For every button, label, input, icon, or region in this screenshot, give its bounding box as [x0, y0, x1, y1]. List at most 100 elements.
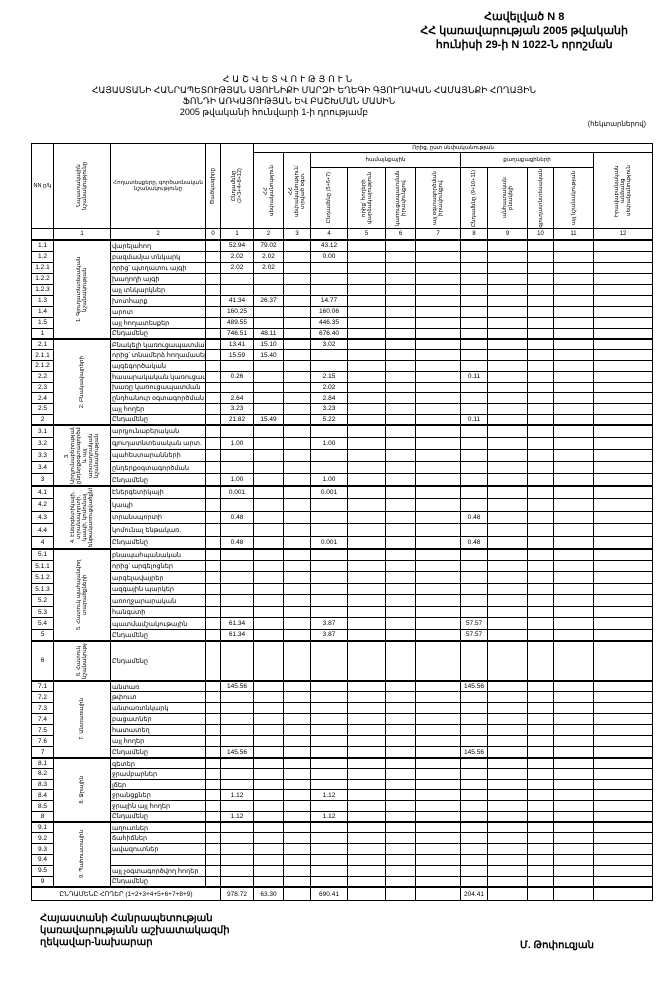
- row-number: 1.2.3: [31, 283, 54, 296]
- value-cell: [527, 510, 554, 525]
- value-cell: 0.48: [460, 510, 488, 525]
- table-row: 2.2 հասարակական կառուցապատման 0.26 2.15 0.11: [31, 370, 654, 383]
- value-cell: [553, 239, 594, 252]
- value-cell: [283, 510, 311, 525]
- code-cell: [205, 639, 221, 682]
- table-row: 5.1 5. Հատուկ պահպանվող տարածքների բնապահպ…: [31, 547, 654, 642]
- value-cell: 0.001: [220, 484, 254, 500]
- row-number: 1.2: [31, 250, 54, 263]
- row-name: տրանսպորտի: [110, 510, 206, 525]
- row-name: Ընդամենը: [110, 327, 206, 340]
- value-cell: [385, 484, 416, 500]
- value-cell: [553, 594, 594, 607]
- table-row: 7.5 հատատեղ: [31, 724, 654, 737]
- value-cell: 0.48: [460, 535, 488, 550]
- value-cell: [283, 327, 311, 340]
- column-number: 0: [205, 228, 221, 241]
- value-cell: [527, 261, 554, 274]
- title-line: ՀԱՅԱՍՏԱՆԻ ՀԱՆՐԱՊԵՏՈՒԹՅԱՆ ՍՅՈՒՆԻՔԻ ՄԱՐԶԻ …: [92, 85, 536, 95]
- value-cell: 2.15: [310, 370, 348, 383]
- value-cell: [460, 571, 488, 584]
- value-cell: [310, 832, 348, 845]
- value-cell: [385, 789, 416, 802]
- code-cell: [205, 679, 221, 693]
- value-cell: 3.23: [220, 403, 254, 415]
- table-row: 9.5 այլ չօգտագործվող հողեր: [31, 864, 654, 877]
- value-cell: [553, 349, 594, 361]
- value-cell: [253, 735, 284, 748]
- value-cell: [283, 316, 311, 329]
- value-cell: 2.02: [220, 250, 254, 263]
- value-cell: [347, 843, 386, 855]
- value-cell: [460, 800, 488, 812]
- row-number: 4.1: [31, 484, 54, 500]
- value-cell: [592, 746, 654, 759]
- value-cell: [553, 283, 594, 296]
- table-row: 5 Ընդամենը 61.34 3.87 57.57: [31, 628, 654, 642]
- row-name: պահեստարանների: [110, 448, 206, 463]
- value-cell: 489.55: [220, 316, 254, 329]
- code-cell: [205, 360, 221, 372]
- code-cell: [205, 484, 221, 500]
- row-number: 9.5: [31, 864, 54, 877]
- column-number: 11: [553, 228, 594, 241]
- header-c9: անհատական բնակելի: [487, 167, 528, 229]
- value-cell: [347, 735, 386, 748]
- value-cell: [487, 768, 528, 780]
- value-cell: [283, 305, 311, 318]
- value-cell: [553, 832, 594, 845]
- column-number: 8: [460, 228, 488, 241]
- table-row: 7.4 բացատներ: [31, 713, 654, 726]
- code-cell: [205, 843, 221, 855]
- value-cell: [253, 746, 284, 759]
- value-cell: [253, 800, 284, 812]
- value-cell: [220, 272, 254, 285]
- value-cell: [415, 639, 461, 682]
- value-cell: [460, 810, 488, 823]
- value-cell: [310, 800, 348, 812]
- value-cell: [253, 617, 284, 630]
- value-cell: [527, 448, 554, 463]
- value-cell: 0.11: [460, 370, 488, 383]
- row-number: 7.1: [31, 679, 54, 693]
- value-cell: [592, 294, 654, 307]
- value-cell: [253, 679, 284, 693]
- value-cell: [527, 327, 554, 340]
- header-c12: Իրավաբանական անձանց սեփականություն: [592, 152, 654, 229]
- footer: Հայաստանի Հանրապետության կառավարությանն …: [31, 913, 652, 973]
- annex-line: Հավելված N 8: [484, 11, 565, 23]
- value-cell: [347, 448, 386, 463]
- row-number: 7: [31, 746, 54, 759]
- table-row: 5.1.3 ազգային պարկեր: [31, 582, 654, 596]
- value-cell: 2.64: [220, 392, 254, 404]
- value-cell: [385, 843, 416, 855]
- row-name: [110, 853, 206, 866]
- value-cell: [347, 484, 386, 500]
- value-cell: [460, 392, 488, 404]
- row-number: 4.4: [31, 523, 54, 537]
- value-cell: [283, 523, 311, 537]
- value-cell: [347, 423, 386, 438]
- value-cell: [460, 239, 488, 252]
- code-cell: [205, 605, 221, 619]
- value-cell: [415, 810, 461, 823]
- value-cell: [592, 617, 654, 630]
- row-number: 5.1.2: [31, 571, 54, 584]
- value-cell: [347, 789, 386, 802]
- value-cell: [487, 523, 528, 537]
- row-name: Ընդամենը: [110, 746, 206, 759]
- code-cell: [205, 617, 221, 630]
- value-cell: [310, 821, 348, 834]
- row-number: 2.1.2: [31, 360, 54, 372]
- value-cell: [415, 338, 461, 351]
- value-cell: [553, 413, 594, 426]
- value-cell: [283, 789, 311, 802]
- value-cell: [553, 250, 594, 263]
- value-cell: [527, 679, 554, 693]
- value-cell: [253, 473, 284, 487]
- row-name: կապի: [110, 498, 206, 512]
- column-number: 5: [347, 228, 386, 241]
- value-cell: [553, 370, 594, 383]
- value-cell: [385, 510, 416, 525]
- value-cell: 13.41: [220, 338, 254, 351]
